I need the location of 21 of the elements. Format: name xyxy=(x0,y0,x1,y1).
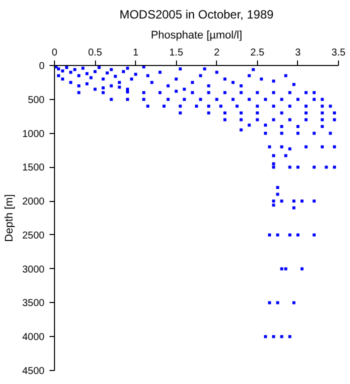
y-tick-label: 3000 xyxy=(22,264,45,276)
x-tick-label: 3.5 xyxy=(332,48,346,58)
x-tick-label: 1 xyxy=(132,48,139,58)
y-tick-label: 3500 xyxy=(22,298,45,310)
y-tick-label: 4500 xyxy=(22,366,45,377)
x-tick-label: 2.5 xyxy=(250,48,265,58)
x-tick-label: 3 xyxy=(295,48,302,58)
x-tick-label: 0.5 xyxy=(88,48,102,58)
y-tick-label: 1500 xyxy=(22,162,45,174)
y-tick-label: 500 xyxy=(28,94,45,106)
x-tick-label: 0 xyxy=(52,48,58,58)
y-tick-label: 2000 xyxy=(22,196,45,208)
y-tick-label: 2500 xyxy=(22,230,45,242)
y-tick-label: 0 xyxy=(38,61,45,72)
x-tick-label: 2 xyxy=(214,48,220,58)
y-tick-label: 4000 xyxy=(22,332,45,344)
y-axis-title: Depth [m] xyxy=(3,194,16,242)
chart-title: MODS2005 in October, 1989 xyxy=(119,8,274,22)
y-tick-label: 1000 xyxy=(22,128,45,140)
x-tick-label: 1.5 xyxy=(169,48,184,58)
x-axis-title: Phosphate [µmol/l] xyxy=(150,30,242,42)
